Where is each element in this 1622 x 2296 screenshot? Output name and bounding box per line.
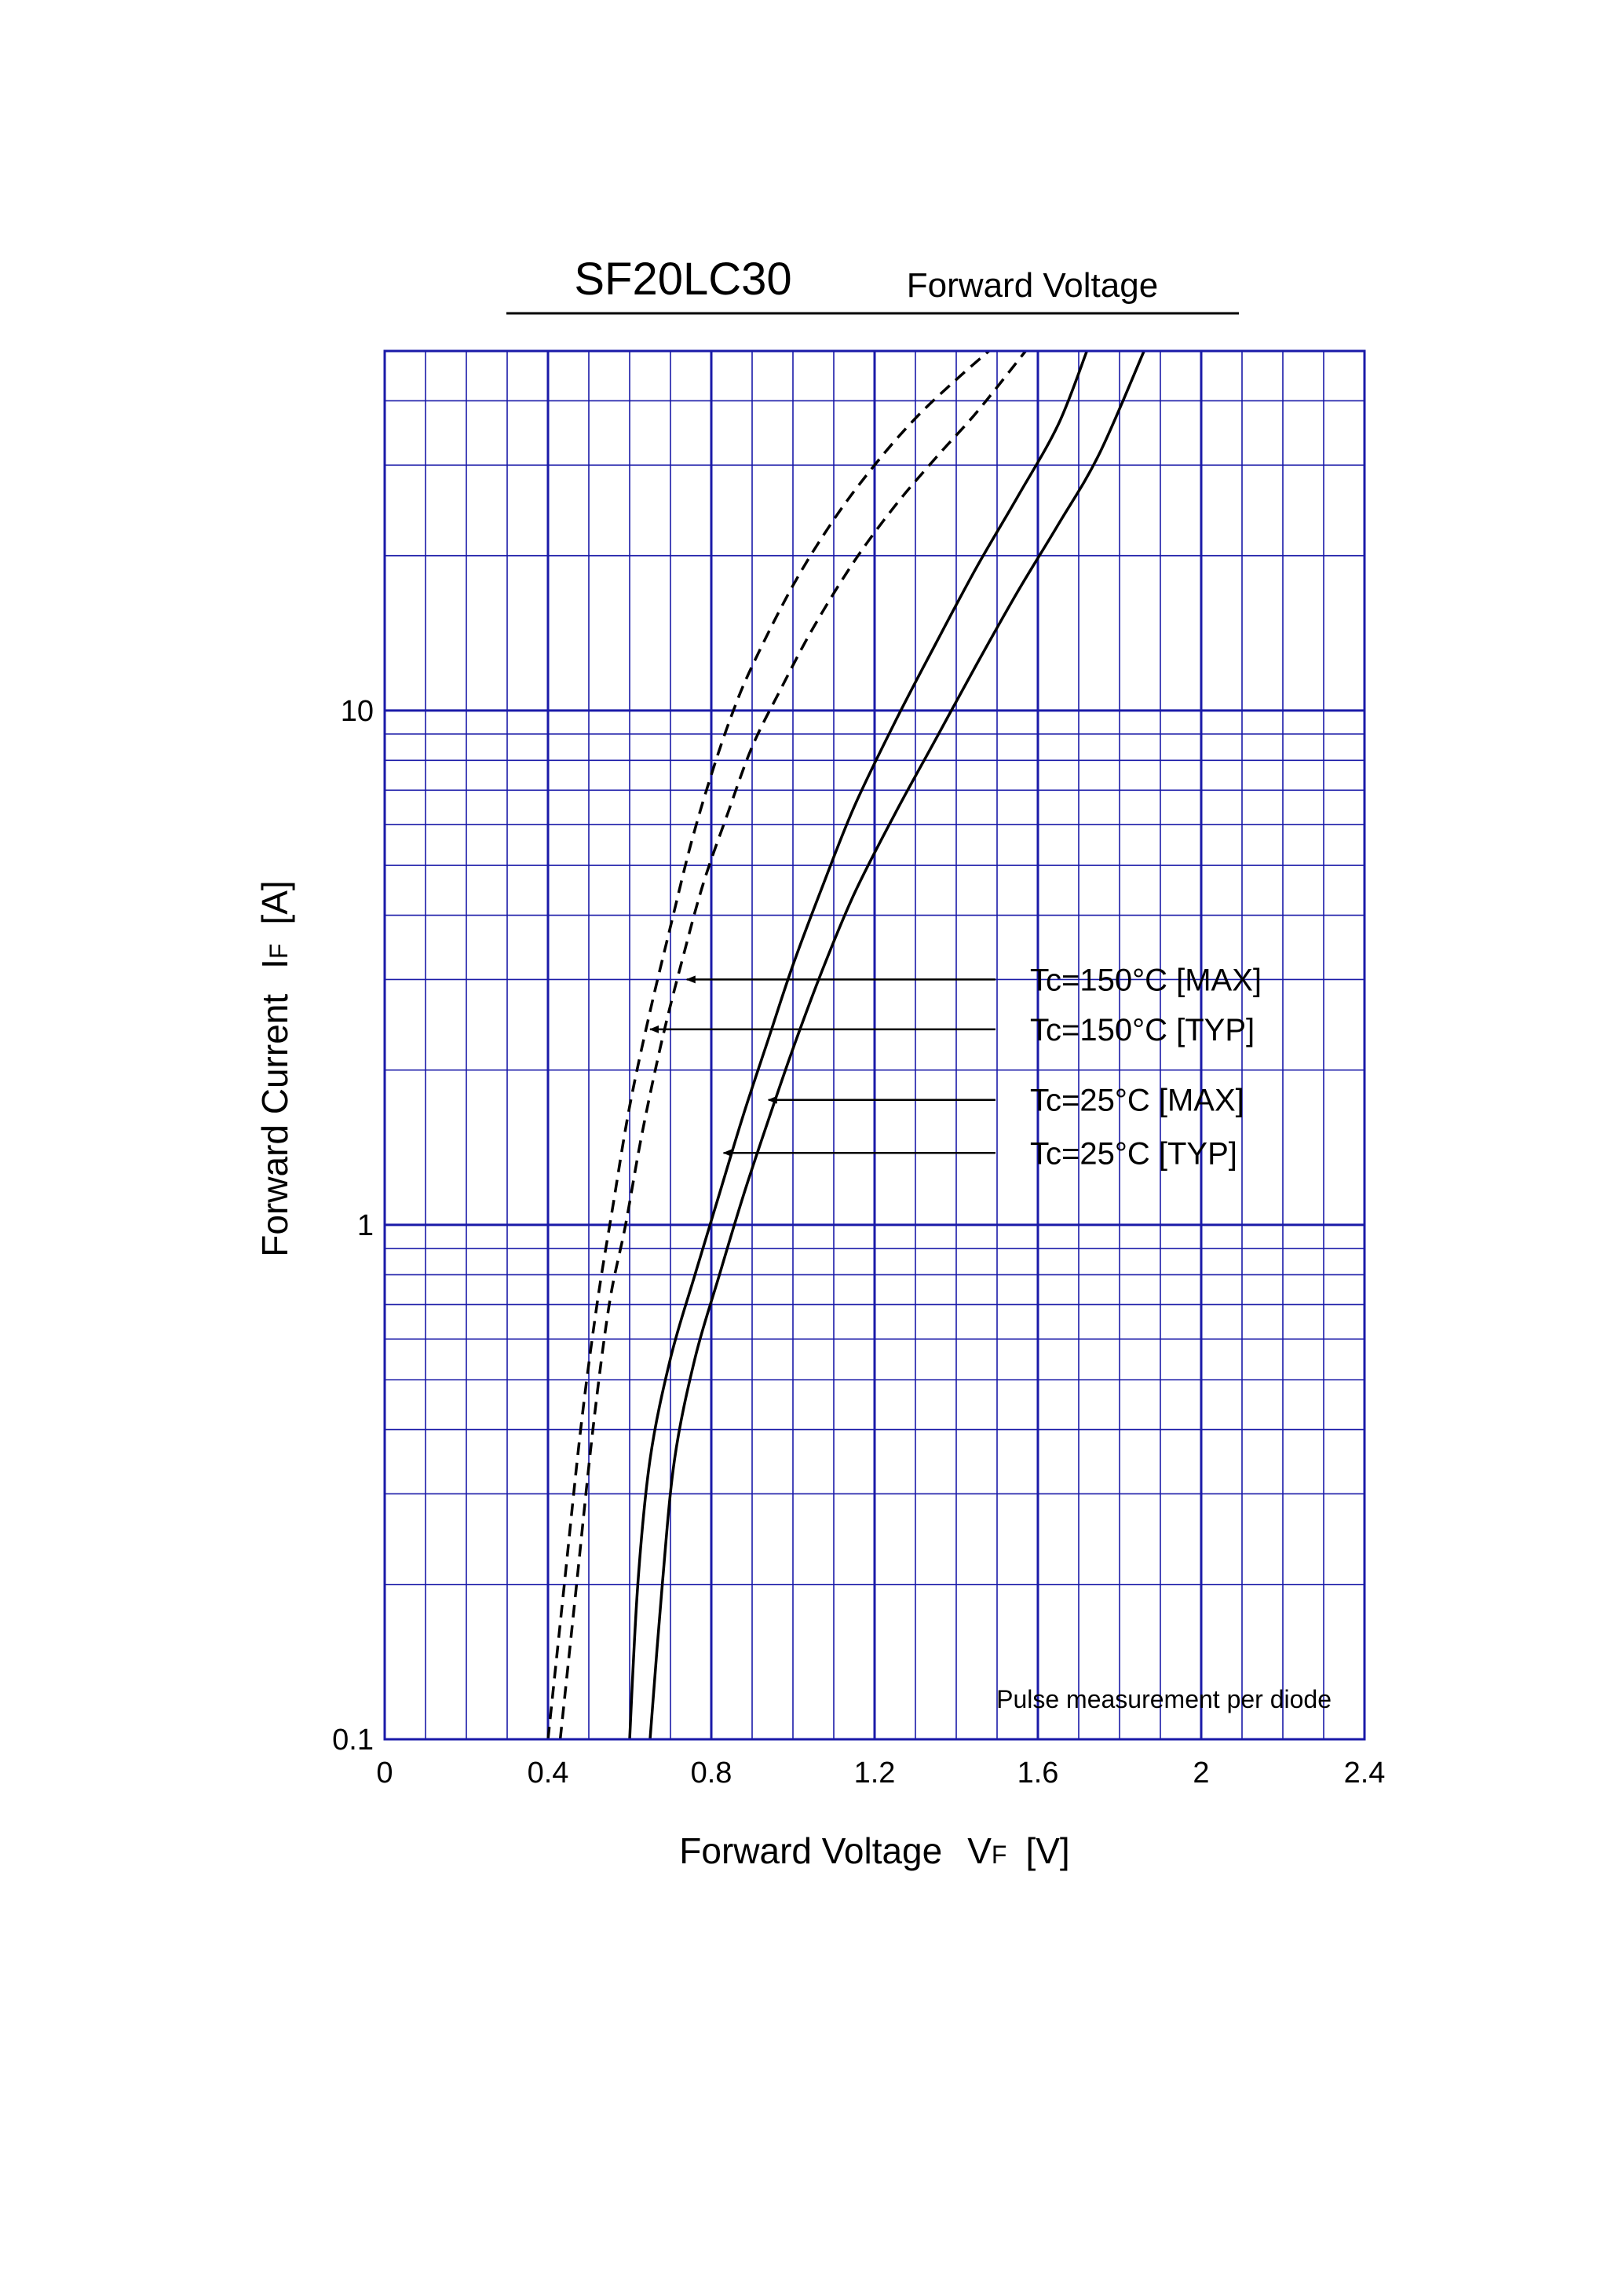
y-tick-label: 1 [357,1209,374,1242]
annotation-label: Tc=150°C [MAX] [1030,963,1262,997]
x-axis-unit: [V] [1025,1830,1069,1871]
x-axis-subscript: F [992,1841,1007,1869]
grid [385,351,1364,1739]
x-tick-label: 0.8 [691,1757,732,1790]
part-number: SF20LC30 [574,254,791,305]
plot-frame [383,349,1366,1741]
y-axis-subscript: F [265,944,293,960]
x-tick-label: 1.6 [1017,1757,1059,1790]
pulse-note: Pulse measurement per diode [996,1685,1332,1713]
y-axis-unit: [A] [254,880,295,924]
series-line-3 [628,350,1089,1740]
x-axis-symbol: V [967,1830,992,1871]
y-axis-label: Forward Current IF [A] [254,880,295,1256]
y-axis-symbol: I [254,959,295,969]
y-axis-label-text: Forward Current [254,994,295,1257]
tick-labels: 0 0.4 0.8 1.2 1.6 2 2.4 0.1 1 10 [332,695,1385,1790]
x-tick-label: 0.4 [528,1757,569,1790]
annotation-label: Tc=25°C [TYP] [1030,1136,1237,1171]
x-tick-label: 2.4 [1344,1757,1386,1790]
annotations: Tc=150°C [MAX] Tc=150°C [TYP] Tc=25°C [MAX… [649,963,1262,1171]
annotation-label: Tc=150°C [TYP] [1030,1013,1255,1047]
annotation-label: Tc=25°C [MAX] [1030,1084,1244,1118]
x-axis-label: Forward Voltage VF [V] [679,1830,1069,1871]
y-tick-label: 10 [341,695,374,728]
x-axis-label-text: Forward Voltage [679,1830,942,1871]
series-line-1 [546,349,990,1740]
chart-title: Forward Voltage [907,266,1158,305]
x-tick-label: 1.2 [854,1757,896,1790]
y-tick-label: 0.1 [332,1724,374,1757]
x-tick-label: 0 [376,1757,393,1790]
x-tick-label: 2 [1193,1757,1209,1790]
series-line-2 [558,349,1027,1740]
